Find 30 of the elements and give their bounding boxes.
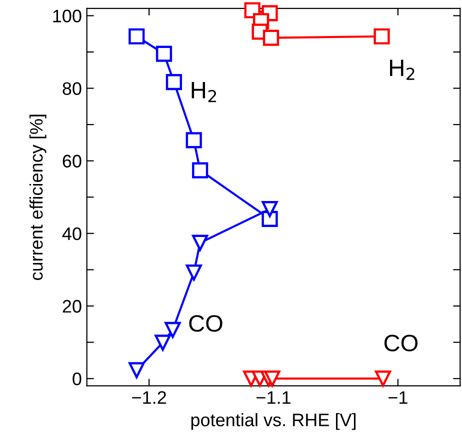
point (128, 362, 145, 378)
y-tick-label: 0 (72, 372, 82, 386)
annotation: H$_{2}$ (192, 82, 216, 102)
x-tick-label: −1.1 (256, 391, 290, 404)
point (262, 201, 278, 218)
y-axis-title: current efficiency [%] (29, 114, 46, 280)
point (374, 370, 392, 387)
y-tick-label: 40 (62, 227, 82, 240)
point (128, 28, 145, 44)
annotation: CO (189, 315, 222, 332)
point (374, 28, 390, 44)
point (192, 234, 208, 251)
point (154, 334, 171, 351)
point (166, 74, 182, 90)
annotation: CO (384, 334, 418, 352)
point (186, 264, 202, 281)
point (262, 30, 280, 46)
y-tick-label: 60 (62, 154, 82, 168)
x-tick-label: −1 (388, 391, 408, 404)
y-tick-label: 100 (53, 10, 82, 22)
y-tick-label: 80 (62, 82, 82, 95)
x-tick-label: −1.2 (132, 391, 166, 404)
point (264, 370, 280, 387)
point (164, 322, 181, 338)
x-axis-title: potential vs. RHE [V] (191, 413, 356, 430)
point (156, 46, 172, 62)
annotation: H$_{2}$ (390, 60, 414, 80)
point (192, 162, 208, 178)
point (186, 132, 202, 148)
y-tick-label: 20 (62, 300, 82, 313)
